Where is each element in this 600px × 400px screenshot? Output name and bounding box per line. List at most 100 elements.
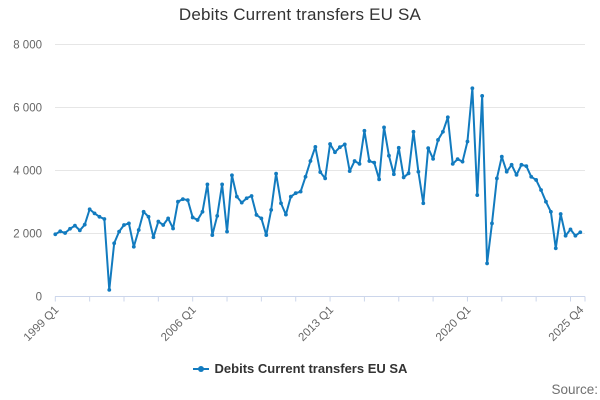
- data-point[interactable]: [146, 214, 151, 219]
- data-point[interactable]: [441, 129, 445, 134]
- data-point[interactable]: [156, 219, 161, 224]
- data-point[interactable]: [58, 229, 63, 234]
- data-point[interactable]: [63, 231, 68, 235]
- data-point[interactable]: [308, 159, 313, 163]
- data-point[interactable]: [436, 138, 440, 142]
- data-point[interactable]: [205, 182, 210, 187]
- data-point[interactable]: [514, 173, 519, 177]
- data-point[interactable]: [377, 177, 382, 182]
- data-point[interactable]: [494, 176, 499, 181]
- data-point[interactable]: [519, 162, 524, 167]
- data-point[interactable]: [524, 164, 529, 168]
- data-point[interactable]: [342, 142, 347, 147]
- data-point[interactable]: [215, 213, 220, 218]
- data-point[interactable]: [166, 216, 171, 221]
- data-point[interactable]: [185, 198, 190, 203]
- data-point[interactable]: [372, 160, 377, 165]
- data-point[interactable]: [396, 145, 401, 150]
- data-point[interactable]: [450, 161, 455, 166]
- data-point[interactable]: [313, 144, 318, 149]
- data-point[interactable]: [269, 207, 274, 212]
- data-point[interactable]: [171, 226, 175, 231]
- data-point[interactable]: [225, 229, 229, 234]
- data-point[interactable]: [87, 207, 92, 212]
- data-point[interactable]: [180, 197, 185, 202]
- data-point[interactable]: [259, 216, 264, 221]
- data-point[interactable]: [544, 199, 548, 204]
- data-point[interactable]: [480, 93, 485, 98]
- data-point[interactable]: [578, 230, 583, 235]
- data-point[interactable]: [539, 188, 543, 192]
- data-point[interactable]: [509, 162, 514, 167]
- data-point[interactable]: [131, 244, 136, 249]
- data-point[interactable]: [112, 241, 117, 246]
- data-point[interactable]: [431, 156, 435, 161]
- data-point[interactable]: [77, 228, 82, 233]
- data-point[interactable]: [323, 176, 328, 181]
- data-point[interactable]: [190, 215, 195, 220]
- data-point[interactable]: [337, 145, 342, 150]
- data-point[interactable]: [274, 171, 278, 176]
- data-point[interactable]: [279, 201, 283, 206]
- data-point[interactable]: [352, 159, 357, 163]
- data-point[interactable]: [117, 229, 121, 234]
- data-point[interactable]: [92, 211, 97, 216]
- data-point[interactable]: [333, 150, 337, 155]
- data-point[interactable]: [254, 213, 259, 217]
- data-point[interactable]: [490, 221, 494, 226]
- data-point[interactable]: [406, 171, 411, 176]
- data-point[interactable]: [416, 169, 421, 174]
- data-point[interactable]: [362, 128, 367, 133]
- data-point[interactable]: [230, 173, 234, 178]
- data-point[interactable]: [387, 153, 391, 158]
- data-point[interactable]: [176, 199, 180, 204]
- data-point[interactable]: [504, 169, 509, 174]
- data-point[interactable]: [68, 226, 72, 231]
- data-point[interactable]: [239, 200, 244, 205]
- data-point[interactable]: [460, 159, 465, 164]
- data-point[interactable]: [122, 223, 126, 227]
- data-point[interactable]: [151, 235, 156, 240]
- data-point[interactable]: [234, 194, 239, 199]
- data-point[interactable]: [284, 212, 288, 217]
- series-line[interactable]: [53, 86, 583, 292]
- data-point[interactable]: [288, 194, 293, 199]
- data-point[interactable]: [357, 161, 362, 166]
- data-point[interactable]: [421, 201, 426, 206]
- data-point[interactable]: [264, 233, 269, 237]
- data-point[interactable]: [200, 209, 205, 214]
- data-point[interactable]: [455, 157, 460, 162]
- data-point[interactable]: [534, 178, 539, 182]
- data-point[interactable]: [470, 86, 475, 91]
- data-point[interactable]: [426, 146, 431, 151]
- legend-item[interactable]: Debits Current transfers EU SA: [192, 361, 407, 376]
- data-point[interactable]: [367, 159, 372, 163]
- data-point[interactable]: [210, 233, 215, 237]
- chart-canvas[interactable]: 0 2 000 4 000 6 000 8 000 1999 Q1 2006 Q1 2013 …: [0, 0, 600, 355]
- data-point[interactable]: [141, 209, 146, 214]
- data-point[interactable]: [475, 193, 480, 197]
- data-point[interactable]: [102, 217, 107, 221]
- data-point[interactable]: [391, 172, 396, 177]
- data-point[interactable]: [82, 222, 87, 227]
- data-point[interactable]: [318, 170, 323, 174]
- data-point[interactable]: [249, 194, 254, 198]
- data-point[interactable]: [347, 169, 352, 174]
- data-point[interactable]: [465, 139, 470, 144]
- data-point[interactable]: [97, 214, 102, 219]
- data-point[interactable]: [573, 233, 578, 238]
- data-point[interactable]: [293, 191, 298, 196]
- data-point[interactable]: [548, 209, 553, 214]
- data-point[interactable]: [107, 287, 112, 292]
- data-point[interactable]: [161, 223, 166, 227]
- data-point[interactable]: [485, 261, 489, 266]
- data-point[interactable]: [445, 115, 450, 120]
- data-point[interactable]: [499, 154, 504, 159]
- data-point[interactable]: [136, 228, 141, 232]
- data-point[interactable]: [244, 196, 249, 201]
- data-point[interactable]: [53, 232, 58, 237]
- data-point[interactable]: [401, 175, 406, 180]
- data-point[interactable]: [411, 129, 416, 134]
- data-point[interactable]: [303, 174, 308, 179]
- data-point[interactable]: [553, 246, 558, 251]
